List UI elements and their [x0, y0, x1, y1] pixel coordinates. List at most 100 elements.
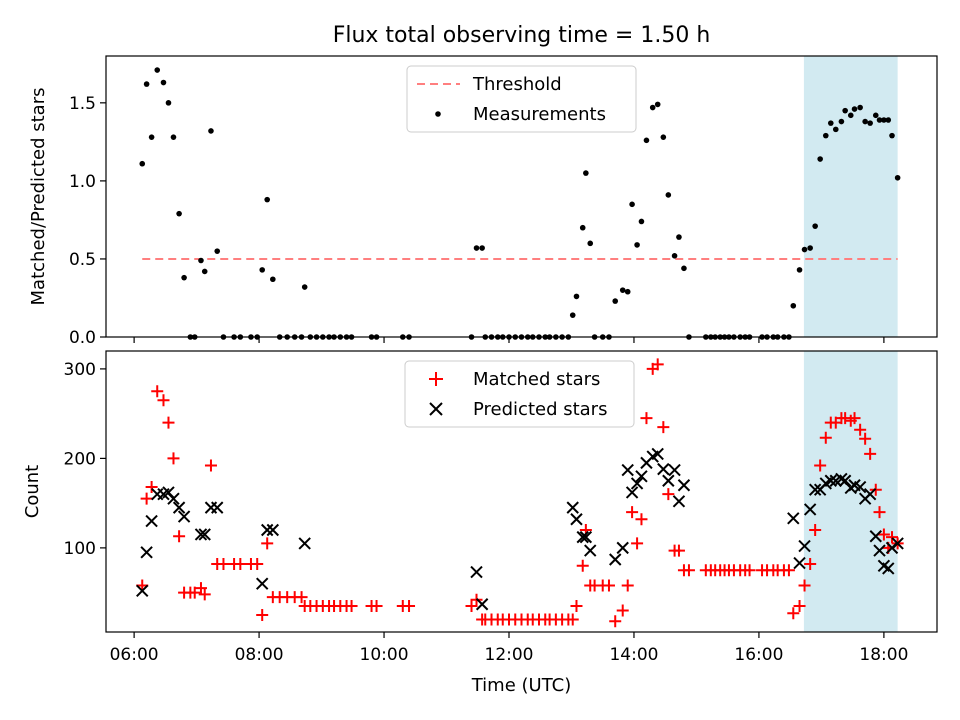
measurement-point [170, 134, 177, 140]
measurement-point [889, 132, 895, 139]
measurement-point [857, 104, 863, 111]
matched-star-point [570, 600, 583, 613]
predicted-star-point [882, 562, 895, 575]
predicted-star-point [853, 480, 867, 494]
predicted-star-point [616, 541, 629, 555]
measurement-point [681, 265, 687, 272]
x-tick-label: 06:00 [110, 645, 159, 665]
predicted-star-point [625, 486, 639, 499]
matched-star-point [657, 421, 670, 434]
matched-star-point [651, 358, 664, 371]
matched-star-point [854, 423, 867, 436]
y-tick-label: 1.5 [69, 94, 96, 114]
predicted-star-point [662, 474, 675, 487]
predicted-star-point [824, 474, 837, 487]
measurement-point [214, 248, 221, 254]
matched-star-point [804, 557, 817, 570]
legend-threshold-label: Threshold [472, 74, 562, 95]
measurement-point [862, 118, 868, 125]
predicted-star-point [630, 477, 644, 490]
predicted-star-point [211, 501, 224, 514]
x-tick-label: 10:00 [360, 645, 409, 665]
measurement-point [660, 134, 667, 140]
chart-title: Flux total observing time = 1.50 h [333, 23, 711, 48]
matched-star-point [188, 586, 201, 599]
matched-star-point [864, 447, 877, 460]
predicted-star-point [672, 495, 686, 508]
y-tick-label: 100 [64, 539, 96, 559]
measurement-point [643, 137, 650, 144]
x-tick-label: 14:00 [609, 645, 658, 665]
matched-star-point [151, 385, 164, 398]
predicted-star-point [570, 513, 583, 526]
measurement-point [842, 107, 848, 114]
measurement-point [473, 245, 480, 251]
count-panel: 100 200 300 06:00 08:00 10:00 12:00 14:00 16:00 1… [22, 350, 938, 665]
matched-star-point [819, 431, 832, 444]
measurement-point [671, 253, 678, 259]
matched-star-point [602, 579, 615, 592]
matched-star-point [626, 506, 639, 519]
count-panel-axes: 100 200 300 06:00 08:00 10:00 12:00 14:00 16:00 1… [64, 360, 909, 665]
matched-star-point [662, 488, 675, 501]
predicted-star-point [677, 479, 691, 492]
measurement-point [270, 276, 276, 283]
predicted-star-point [657, 462, 670, 476]
matched-star-point [465, 600, 478, 613]
x-tick-label: 12:00 [485, 645, 534, 665]
predicted-star-point [579, 530, 593, 544]
measurement-point [612, 298, 619, 304]
measurement-point [579, 224, 586, 231]
predicted-star-point [891, 537, 904, 550]
matched-star-point [140, 492, 153, 505]
predicted-star-point [584, 544, 597, 557]
matched-star-point [798, 579, 811, 592]
measurement-point [847, 112, 854, 119]
predicted-star-point [808, 483, 822, 496]
measurement-point [181, 274, 187, 281]
matched-star-point [345, 600, 358, 613]
count-points [136, 358, 904, 628]
measurement-point [587, 240, 594, 247]
measurement-point [573, 293, 580, 300]
measurement-point [148, 134, 155, 140]
measurement-point [851, 106, 858, 112]
predicted-star-point [651, 447, 664, 461]
ratio-panel: 0.0 0.5 1.0 1.5 Matched/Predicted stars Thr… [28, 55, 938, 348]
measurement-point [654, 101, 661, 108]
predicted-star-point [470, 565, 483, 579]
matched-star-point [809, 523, 822, 536]
predicted-star-point [609, 553, 622, 566]
legend-predicted-swatch [429, 402, 443, 416]
matched-star-point [162, 416, 175, 429]
measurement-point [838, 118, 845, 125]
matched-star-point [194, 582, 207, 595]
ratio-panel-legend: Threshold Measurements [406, 65, 637, 133]
x-tick-label: 16:00 [734, 645, 783, 665]
matched-star-point [234, 557, 247, 570]
predicted-star-point [566, 501, 579, 514]
ratio-panel-ylabel: Matched/Predicted stars [28, 88, 49, 306]
predicted-star-point [621, 463, 634, 477]
matched-star-point [295, 591, 308, 604]
measurement-point [665, 192, 672, 198]
y-tick-label: 0.0 [69, 328, 96, 348]
predicted-star-point [140, 546, 153, 559]
predicted-star-point [873, 544, 886, 557]
y-tick-label: 0.5 [69, 250, 96, 270]
matched-star-point [672, 544, 685, 557]
predicted-star-point [863, 487, 877, 501]
ratio-panel-frame [105, 55, 938, 338]
matched-star-point [576, 559, 589, 572]
matched-star-point [859, 432, 872, 445]
measurement-point [201, 268, 208, 275]
legend-measurements-label: Measurements [473, 104, 606, 125]
measurement-point [881, 117, 887, 123]
measurement-point [676, 234, 682, 240]
matched-star-point [640, 412, 653, 425]
matched-star-point [145, 481, 158, 494]
predicted-star-point [798, 539, 811, 553]
predicted-star-point [136, 584, 149, 598]
x-tick-label: 18:00 [859, 645, 908, 665]
measurement-point [479, 245, 485, 251]
